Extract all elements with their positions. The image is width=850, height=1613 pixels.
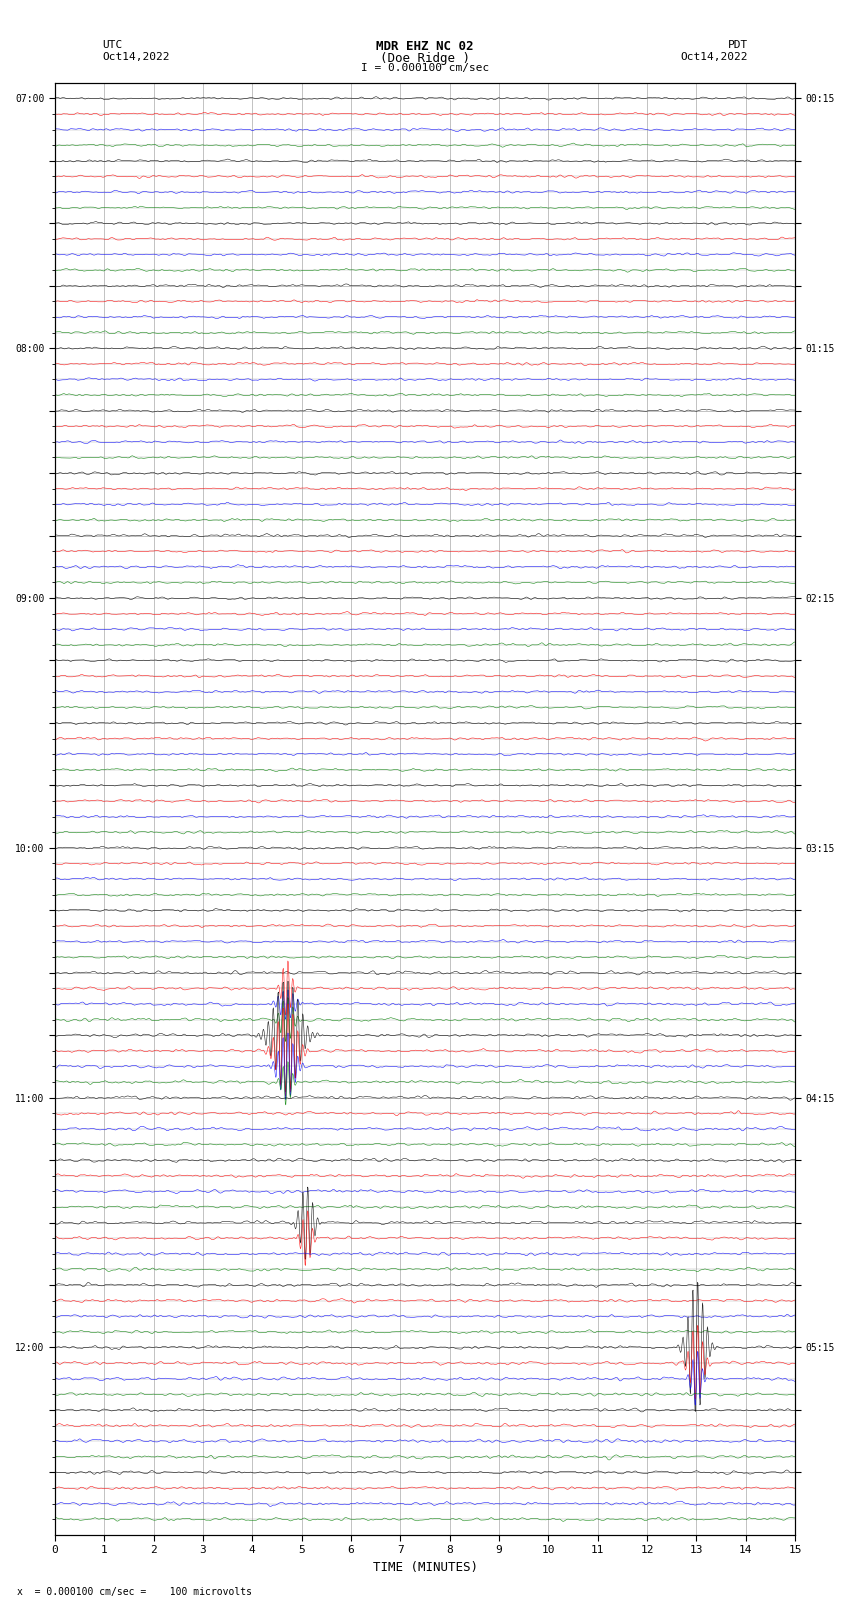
Text: x  = 0.000100 cm/sec =    100 microvolts: x = 0.000100 cm/sec = 100 microvolts — [17, 1587, 252, 1597]
Text: MDR EHZ NC 02: MDR EHZ NC 02 — [377, 40, 473, 53]
Text: UTC
Oct14,2022: UTC Oct14,2022 — [102, 40, 169, 61]
X-axis label: TIME (MINUTES): TIME (MINUTES) — [372, 1561, 478, 1574]
Text: I = 0.000100 cm/sec: I = 0.000100 cm/sec — [361, 63, 489, 73]
Text: (Doe Ridge ): (Doe Ridge ) — [380, 52, 470, 65]
Text: PDT
Oct14,2022: PDT Oct14,2022 — [681, 40, 748, 61]
